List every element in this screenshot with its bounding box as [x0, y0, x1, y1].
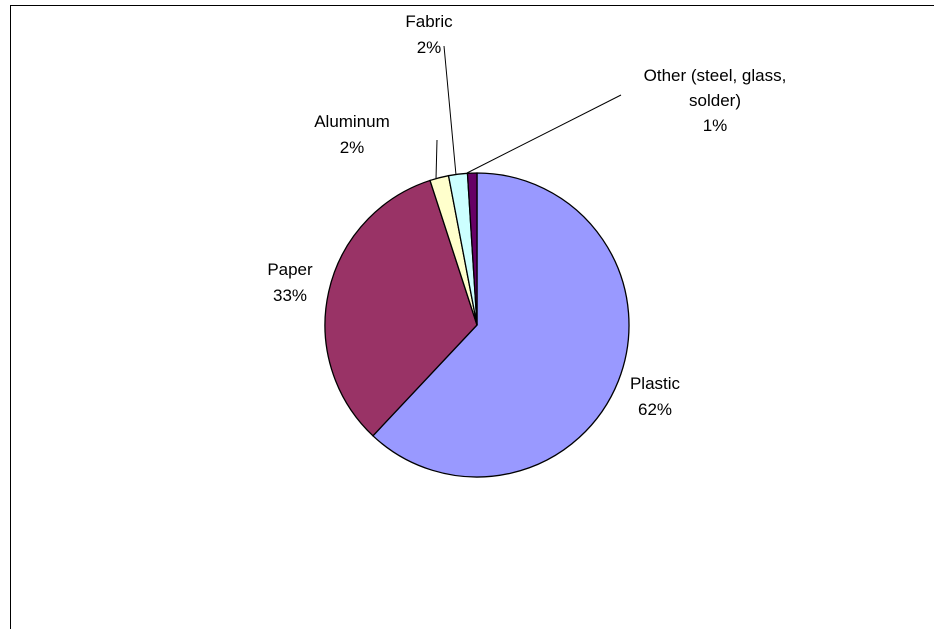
data-label-line: 2%	[340, 138, 365, 157]
data-label-line: 33%	[273, 286, 307, 305]
data-label-aluminum: Aluminum 2%	[314, 112, 390, 157]
data-label-line: 62%	[638, 400, 672, 419]
leader-line-other	[466, 94, 622, 174]
data-label-other: Other (steel, glass, solder) 1%	[644, 66, 787, 135]
data-label-line: Other (steel, glass,	[644, 66, 787, 85]
data-label-line: 2%	[417, 38, 442, 57]
leader-line-fabric	[443, 45, 457, 176]
data-label-line: Plastic	[630, 374, 681, 393]
data-label-line: 1%	[703, 116, 728, 135]
data-label-line: Aluminum	[314, 112, 390, 131]
data-label-fabric: Fabric 2%	[405, 12, 453, 57]
data-label-plastic: Plastic 62%	[630, 374, 681, 419]
slices-layer	[324, 172, 630, 478]
pie-slice-paper	[324, 179, 478, 437]
data-label-line: Fabric	[405, 12, 453, 31]
leader-lines-layer	[435, 45, 622, 180]
data-label-line: solder)	[689, 91, 741, 110]
data-label-paper: Paper 33%	[267, 260, 313, 305]
pie-slice-plastic	[372, 172, 630, 478]
labels-layer: Plastic 62% Paper 33% Aluminum 2% Fabric 2% Othe…	[267, 12, 786, 419]
data-label-line: Paper	[267, 260, 313, 279]
leader-line-aluminum	[435, 139, 438, 180]
